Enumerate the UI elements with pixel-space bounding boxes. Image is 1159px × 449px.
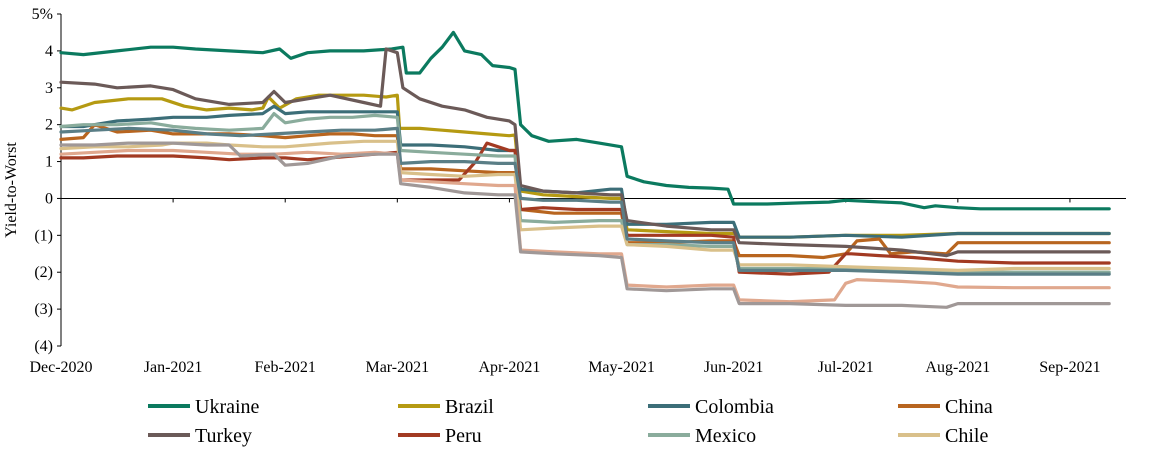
y-tick-label: 0 [45,190,53,207]
x-tick-label: Mar-2021 [365,359,429,376]
y-axis-label: Yield-to-Worst [3,142,20,238]
y-tick-label: (3) [34,301,53,318]
legend-label-mexico: Mexico [695,425,756,447]
series-line-ukraine [59,30,1111,211]
y-tick-label: 3 [45,80,53,97]
x-tick-label: May-2021 [588,359,655,376]
legend-label-china: China [945,396,993,418]
legend-label-chile: Chile [945,425,988,447]
series-line-colombia [59,104,1111,239]
legend-label-turkey: Turkey [195,425,252,447]
legend-label-colombia: Colombia [695,396,774,418]
series-line-turkey [59,47,1111,258]
series-line-peru [59,141,1111,276]
y-tick-label: 4 [45,43,53,60]
series-layer [59,30,1111,309]
y-tick-label: 5% [32,6,53,23]
y-tick-label: 2 [45,117,53,134]
x-tick-label: Aug-2021 [925,359,990,376]
series-line-mexico [59,112,1111,274]
legend: Ukraine Brazil Colombia China Turkey Peru Mexi… [148,396,993,447]
series-line-unlabeled-9 [59,126,1111,276]
x-tick-label: Jan-2021 [144,359,203,376]
x-tick-label: Feb-2021 [255,359,316,376]
legend-label-brazil: Brazil [445,396,494,418]
legend-label-peru: Peru [445,425,482,447]
legend-label-ukraine: Ukraine [195,396,260,418]
x-tick-label: Jun-2021 [704,359,764,376]
x-tick-label: Sep-2021 [1039,359,1100,376]
y-tick-label: (2) [34,264,53,281]
y-tick-label: (4) [34,338,53,355]
y-tick-label: (1) [34,227,53,244]
y-axis: 5% 4 3 2 1 0 (1) (2) (3) (4) [32,6,62,355]
x-tick-label: Apr-2021 [478,359,540,376]
x-tick-label: Dec-2020 [29,359,92,376]
y-tick-label: 1 [45,154,53,171]
x-tick-label: Jul-2021 [818,359,874,376]
x-axis: Dec-2020 Jan-2021 Feb-2021 Mar-2021 Apr-2021… [29,197,1126,376]
series-line-unlabeled-11 [59,141,1111,309]
